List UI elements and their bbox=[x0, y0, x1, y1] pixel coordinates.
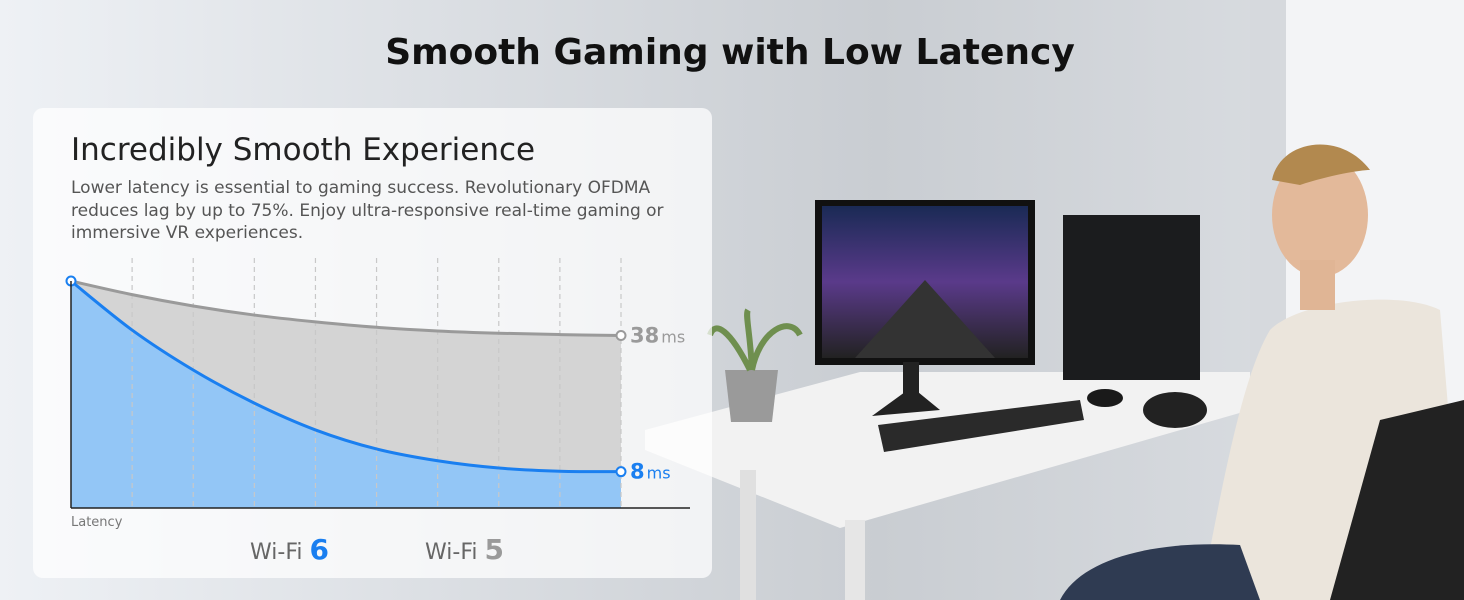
legend-entry: Wi-Fi 5 bbox=[425, 533, 504, 566]
panel-title: Incredibly Smooth Experience bbox=[71, 132, 536, 168]
description: Lower latency is essential to gaming suc… bbox=[71, 178, 664, 243]
series-line bbox=[70, 279, 622, 337]
page-title: Smooth Gaming with Low Latency bbox=[385, 32, 1075, 73]
value-label: 38 bbox=[630, 323, 659, 347]
end-marker bbox=[615, 329, 627, 341]
value-unit: ms bbox=[661, 327, 685, 346]
end-marker bbox=[615, 466, 627, 478]
legend-entry: Wi-Fi 6 bbox=[250, 533, 329, 566]
value-unit: ms bbox=[647, 464, 671, 483]
y-axis-label: Latency bbox=[71, 515, 123, 530]
area bbox=[71, 281, 621, 508]
value-label: 8 bbox=[630, 460, 645, 484]
series-line bbox=[70, 279, 622, 474]
